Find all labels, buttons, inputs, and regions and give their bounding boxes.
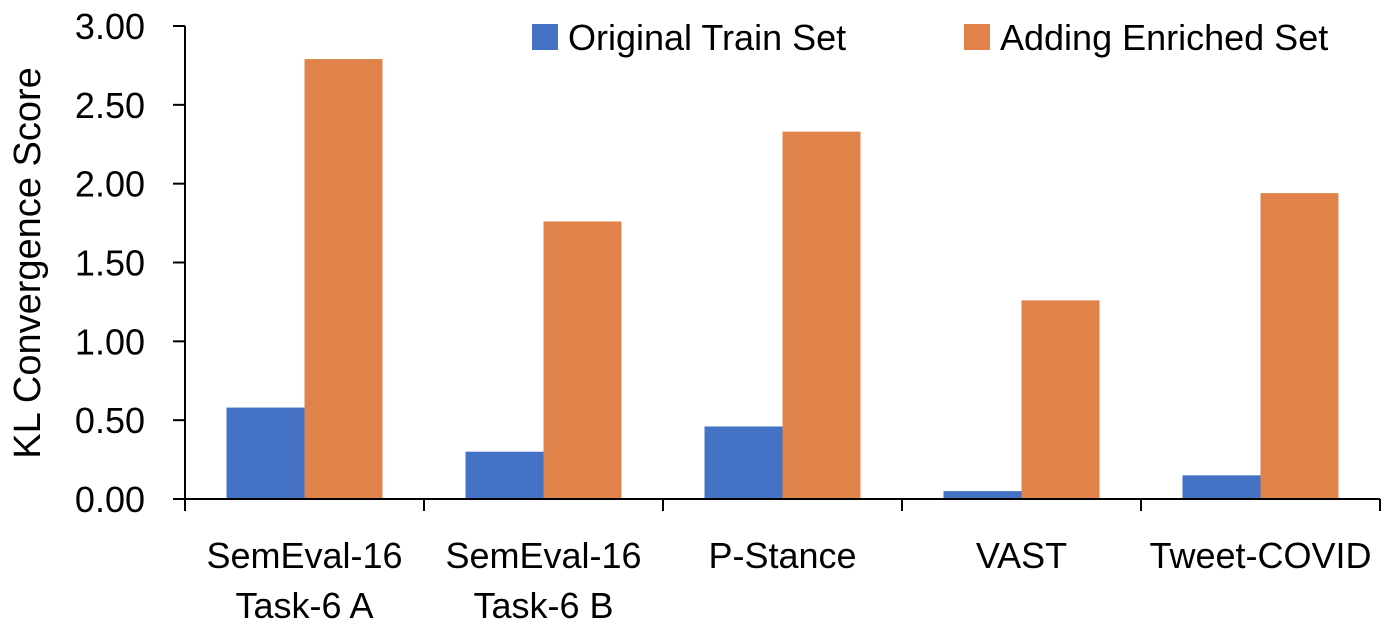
legend-swatch-enriched [964, 24, 990, 50]
y-axis-ticks: 0.00 0.50 1.00 1.50 2.00 2.50 3.00 [75, 6, 145, 520]
bar-original-0 [226, 407, 305, 499]
x-category-label-line: Task-6 A [235, 585, 373, 626]
y-tick-label: 1.00 [75, 321, 145, 362]
axes [173, 25, 1381, 511]
legend: Original Train Set Adding Enriched Set [532, 17, 1328, 58]
x-category-label: Tweet-COVID [1149, 535, 1371, 576]
y-tick-label: 0.50 [75, 400, 145, 441]
bar-enriched-2 [782, 131, 861, 500]
bar-original-4 [1182, 475, 1261, 499]
bar-original-2 [704, 426, 783, 499]
y-tick-label: 2.00 [75, 164, 145, 205]
y-tick-label: 3.00 [75, 6, 145, 47]
bar-enriched-1 [543, 221, 622, 500]
x-category-label: SemEval-16 Task-6 A [206, 535, 402, 626]
bar-original-3 [943, 491, 1022, 499]
bars [226, 59, 1339, 500]
y-tick-label: 2.50 [75, 85, 145, 126]
x-category-label-line: VAST [976, 535, 1067, 576]
x-axis-category-labels: SemEval-16 Task-6 A SemEval-16 Task-6 B P-St… [206, 535, 1371, 626]
legend-swatch-original [532, 24, 558, 50]
legend-label-original: Original Train Set [568, 17, 846, 58]
bar-enriched-0 [304, 59, 383, 500]
x-category-label: P-Stance [708, 535, 856, 576]
x-category-label: VAST [976, 535, 1067, 576]
bar-enriched-4 [1260, 193, 1339, 500]
bar-enriched-3 [1021, 300, 1100, 499]
x-category-label-line: Tweet-COVID [1149, 535, 1371, 576]
legend-label-enriched: Adding Enriched Set [1000, 17, 1328, 58]
x-category-label-line: P-Stance [708, 535, 856, 576]
x-category-label: SemEval-16 Task-6 B [445, 535, 641, 626]
y-tick-label: 1.50 [75, 243, 145, 284]
y-tick-label: 0.00 [75, 479, 145, 520]
x-category-label-line: SemEval-16 [445, 535, 641, 576]
x-category-label-line: Task-6 B [473, 585, 613, 626]
x-category-label-line: SemEval-16 [206, 535, 402, 576]
bar-original-1 [465, 451, 544, 499]
y-axis-title: KL Convergence Score [7, 67, 49, 459]
